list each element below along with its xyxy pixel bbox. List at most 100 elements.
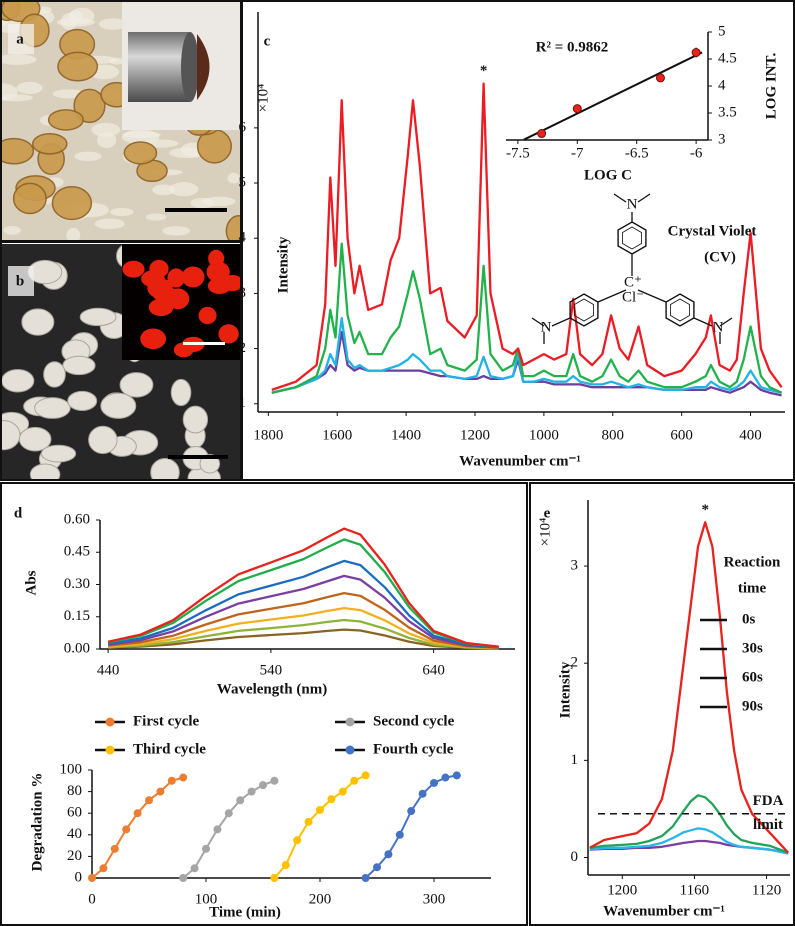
fabric-texture xyxy=(152,184,175,195)
data-point xyxy=(202,845,210,853)
data-point xyxy=(350,777,358,785)
magnet-face xyxy=(181,32,199,102)
y-tick-label: 100 xyxy=(60,761,83,777)
fabric-texture xyxy=(146,213,166,220)
data-point xyxy=(270,777,278,785)
y-tick-label: 3 xyxy=(239,285,247,301)
legend-label: First cycle xyxy=(133,713,200,729)
legend-swatch-marker xyxy=(106,718,115,727)
legend-label: Fourth cycle xyxy=(373,741,454,757)
x-tick-label: -7.5 xyxy=(506,145,530,161)
y-tick-label: 20 xyxy=(67,848,82,864)
data-point xyxy=(179,874,187,882)
crystal xyxy=(22,309,54,335)
data-point xyxy=(236,796,244,804)
crystal xyxy=(2,369,34,392)
y-tick-label: 0 xyxy=(75,869,83,885)
trendline xyxy=(524,52,702,139)
y-tick-label: 4 xyxy=(718,77,726,93)
fabric-texture xyxy=(17,82,43,94)
data-point xyxy=(538,130,546,138)
data-point xyxy=(430,779,438,787)
crystal xyxy=(80,308,116,325)
legend-label: Third cycle xyxy=(133,741,206,757)
fabric-texture xyxy=(162,226,190,236)
bond xyxy=(614,194,626,202)
x-tick-label: 1200 xyxy=(607,882,637,898)
x-axis-title: Wavenumber cm⁻¹ xyxy=(603,903,725,919)
y-tick-label: 3 xyxy=(718,131,726,147)
y-tick-label: 0.15 xyxy=(64,608,90,624)
crystal xyxy=(63,356,95,374)
fluorescent-crystal xyxy=(122,261,144,278)
y-tick-label: 5 xyxy=(239,174,247,190)
x-tick-label: 300 xyxy=(423,891,446,907)
figure: abcde18001600140012001000800600400123456… xyxy=(0,0,795,926)
y-tick-label: 6 xyxy=(239,119,247,135)
x-tick-label: 0 xyxy=(88,891,96,907)
y-axis-title: Intensity xyxy=(557,661,573,718)
x-tick-label: -7 xyxy=(571,145,584,161)
legend-label: 90s xyxy=(742,698,763,714)
fabric-texture xyxy=(91,123,120,137)
bond xyxy=(552,318,570,326)
series-line xyxy=(272,244,782,393)
x-axis-title: LOG C xyxy=(584,167,632,183)
scale-bar xyxy=(183,342,225,345)
data-point xyxy=(339,788,347,796)
panel-label: c xyxy=(264,33,271,49)
x-tick-label: 1120 xyxy=(752,882,781,898)
data-point xyxy=(692,49,700,57)
x-tick-label: -6 xyxy=(690,145,703,161)
data-point xyxy=(362,874,370,882)
y-tick-label: 80 xyxy=(67,783,82,799)
y-axis-title: Abs xyxy=(23,570,39,595)
crystal xyxy=(89,426,117,453)
magnet xyxy=(128,32,190,102)
fluorescent-crystal xyxy=(140,328,166,349)
crystal xyxy=(49,110,84,130)
molecule-name: Crystal Violet xyxy=(668,223,757,239)
benzene-ring-inner xyxy=(575,299,594,321)
x-tick-label: 640 xyxy=(422,662,445,678)
data-point xyxy=(441,774,449,782)
fluorescent-crystal xyxy=(199,307,217,324)
data-point xyxy=(134,809,142,817)
x-axis-title: Time (min) xyxy=(209,904,281,920)
crystal xyxy=(183,406,207,433)
x-tick-label: 1200 xyxy=(460,427,490,443)
atom-label: C⁺ xyxy=(624,274,642,290)
peak-marker: * xyxy=(701,502,709,518)
fluorescent-crystal xyxy=(218,324,238,343)
x-tick-label: 800 xyxy=(602,427,625,443)
legend-label: 30s xyxy=(742,640,763,656)
data-point xyxy=(122,825,130,833)
y-tick-label: 0.00 xyxy=(64,640,90,656)
x-tick-label: 540 xyxy=(260,662,283,678)
r-squared: R² = 0.9862 xyxy=(536,39,609,55)
data-point xyxy=(384,850,392,858)
data-point xyxy=(453,771,461,779)
panel-label: a xyxy=(16,31,24,47)
x-axis-title: Wavelength (nm) xyxy=(217,681,327,697)
legend-swatch-marker xyxy=(106,746,115,755)
x-tick-label: 1400 xyxy=(391,427,421,443)
crystal xyxy=(30,464,60,485)
data-point xyxy=(305,818,313,826)
legend-swatch-marker xyxy=(346,746,355,755)
y-axis-title: Degradation % xyxy=(29,773,45,872)
axis-multiplier: ×10⁴ xyxy=(255,84,271,113)
panel-label: b xyxy=(16,273,24,289)
series-line xyxy=(92,778,183,878)
series-line xyxy=(366,775,457,878)
data-point xyxy=(213,825,221,833)
fabric-texture xyxy=(95,218,125,229)
fluorescent-crystal xyxy=(167,268,185,287)
crystal xyxy=(58,52,97,80)
scale-bar xyxy=(168,455,228,459)
threshold-label: limit xyxy=(753,817,783,833)
y-tick-label: 5 xyxy=(718,23,726,39)
y-tick-label: 1 xyxy=(571,752,579,768)
data-point xyxy=(111,845,119,853)
x-tick-label: 1600 xyxy=(322,427,352,443)
